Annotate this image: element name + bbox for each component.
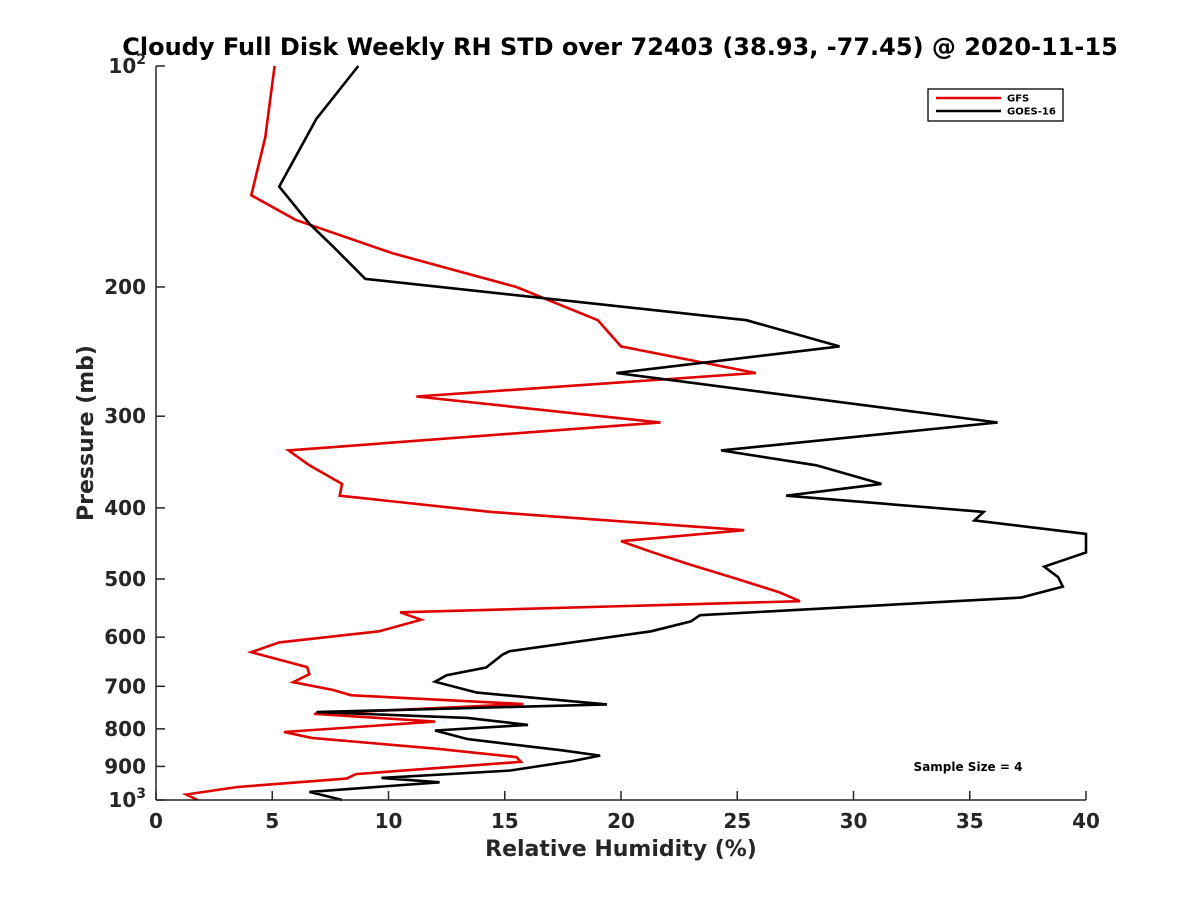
y-axis-title: Pressure (mb) <box>74 345 99 521</box>
legend: GFS GOES-16 <box>927 88 1064 122</box>
x-tick-label: 15 <box>491 809 519 833</box>
y-tick-label: 900 <box>104 754 146 778</box>
y-tick-label: 600 <box>104 625 146 649</box>
x-tick-label: 0 <box>149 809 163 833</box>
series-layer <box>181 65 1088 802</box>
sample-size-annotation: Sample Size = 4 <box>914 760 1023 774</box>
legend-box <box>927 88 1064 122</box>
plot-area <box>156 66 1086 800</box>
y-tick-label: 102 <box>108 52 146 78</box>
x-tick-label: 30 <box>840 809 868 833</box>
x-tick-label: 35 <box>956 809 984 833</box>
y-tick-exponent: 3 <box>136 786 146 802</box>
y-tick-label: 800 <box>104 717 146 741</box>
x-tick-label: 5 <box>265 809 279 833</box>
series-line-goes16 <box>277 65 1088 802</box>
x-tick-label: 10 <box>375 809 403 833</box>
y-tick-label: 300 <box>104 404 146 428</box>
y-tick-label: 103 <box>108 786 146 812</box>
legend-label-gfs: GFS <box>1007 94 1029 105</box>
x-axis-title: Relative Humidity (%) <box>485 837 757 862</box>
x-tick-label: 20 <box>607 809 635 833</box>
series-line-gfs <box>181 65 801 802</box>
chart-title: Cloudy Full Disk Weekly RH STD over 7240… <box>122 33 1118 61</box>
y-tick-exponent: 2 <box>136 52 146 68</box>
x-tick-label: 40 <box>1072 809 1100 833</box>
x-axis-ticks: 0 5 10 15 20 25 30 35 40 <box>149 791 1100 833</box>
x-tick-label: 25 <box>723 809 751 833</box>
y-tick-label: 700 <box>104 674 146 698</box>
y-tick-label: 500 <box>104 567 146 591</box>
y-tick-label: 400 <box>104 496 146 520</box>
y-axis-ticks: 102 200 300 400 500 600 700 800 900 103 <box>104 52 165 812</box>
legend-label-goes16: GOES-16 <box>1007 107 1056 118</box>
y-tick-label: 200 <box>104 275 146 299</box>
